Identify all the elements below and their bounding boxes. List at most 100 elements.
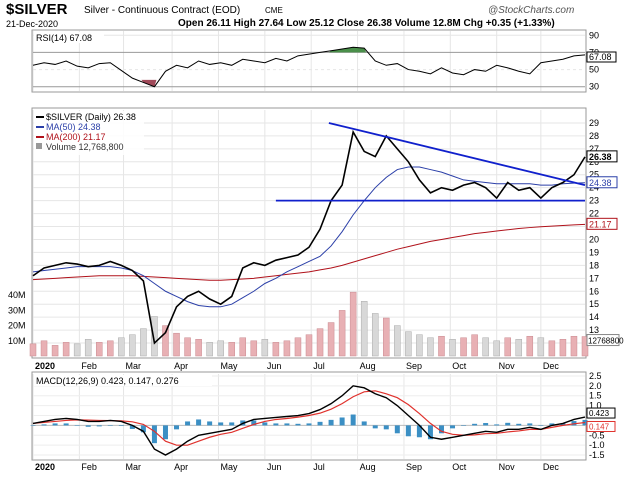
price-legend-bg: [34, 111, 144, 155]
rsi-oversold-fill: [141, 79, 157, 87]
macd-histogram-bar: [361, 421, 367, 426]
macd-last-box-1: [586, 420, 616, 432]
volume-bar: [206, 342, 213, 357]
macd-histogram-bar: [140, 425, 146, 433]
price-x-tick-label: Oct: [452, 361, 467, 371]
rsi-y-tick-label: 30: [589, 82, 599, 92]
volume-bar: [394, 325, 401, 357]
macd-last-value-1: 0.147: [589, 422, 610, 431]
volume-bar: [239, 337, 247, 357]
volume-bar: [327, 322, 335, 357]
price-x-tick-label: Sep: [406, 361, 422, 371]
price-x-tick-label: Apr: [174, 361, 188, 371]
macd-y-tick-label: -1.5: [589, 450, 605, 460]
macd-x-tick-label: Oct: [452, 462, 467, 472]
volume-bar: [228, 342, 235, 357]
macd-y-tick-label: 2.0: [589, 381, 602, 391]
volume-y-tick-label: 30M: [8, 305, 26, 315]
price-last-box-2: [586, 217, 618, 230]
price-x-tick-label: Jun: [267, 361, 282, 371]
exchange-label: CME: [265, 6, 283, 15]
macd-histogram-bar: [63, 423, 69, 426]
price-y-tick-label: 18: [589, 260, 599, 270]
chart-header: $SILVER Silver - Continuous Contract (EO…: [6, 1, 574, 29]
contract-name: Silver - Continuous Contract (EOD): [84, 5, 240, 16]
price-y-tick-label: 22: [589, 209, 599, 219]
macd-legend-bg: [34, 375, 212, 386]
ma50-legend: MA(50) 24.38: [46, 122, 101, 132]
volume-bar: [449, 339, 456, 357]
price-last-box-1: [586, 176, 618, 189]
header-date: 21-Dec-2020: [6, 19, 58, 29]
macd-histogram-bar: [162, 425, 168, 440]
macd-histogram-bar: [527, 423, 533, 426]
macd-histogram-bar: [30, 425, 36, 426]
price-panel-frame: [31, 107, 587, 359]
rsi-panel-frame: [31, 29, 587, 93]
rsi-legend-bg: [34, 32, 104, 43]
price-last-value-2: 21.17: [589, 219, 612, 229]
macd-last-box-0: [586, 407, 616, 419]
volume-bar: [316, 328, 324, 357]
macd-x-tick-label: Jun: [267, 462, 282, 472]
price-x-tick-label: Mar: [126, 361, 142, 371]
price-y-tick-label: 17: [589, 273, 599, 283]
rsi-last-value: 67.08: [589, 52, 612, 62]
macd-histogram-bar: [427, 425, 433, 440]
macd-y-tick-label: 2.5: [589, 371, 602, 381]
macd-histogram-bar: [394, 425, 400, 434]
volume-bar: [471, 334, 478, 357]
axis-labels: 2020 2020 Feb Feb Mar Mar Apr Apr May May Jun Jun Ju…: [8, 30, 624, 472]
macd-histogram-bar: [196, 419, 202, 426]
macd-histogram-bar: [85, 425, 91, 427]
macd-y-tick-label: -1.0: [589, 440, 605, 450]
macd-histogram-bar: [438, 425, 444, 434]
rsi-y-tick-label: 90: [589, 30, 599, 40]
macd-histogram-bar: [483, 423, 489, 426]
volume-bar: [460, 337, 467, 357]
macd-histogram-bar: [118, 425, 124, 426]
macd-histogram-bar: [405, 425, 411, 437]
volume-bar: [427, 337, 434, 357]
price-y-tick-label: 27: [589, 144, 599, 154]
volume-bar: [40, 340, 48, 357]
macd-histogram-bar: [41, 424, 47, 426]
macd-histogram-bar: [372, 425, 378, 429]
ma50-line: [32, 166, 586, 308]
volume-bar: [272, 342, 280, 357]
macd-histogram-bar: [96, 425, 102, 427]
volume-bar: [383, 317, 390, 357]
rsi-overbought-fill: [329, 47, 367, 53]
volume-bar: [349, 291, 357, 357]
price-y-tick-label: 25: [589, 170, 599, 180]
volume-bar: [173, 332, 180, 357]
price-y-tick-label: 20: [589, 234, 599, 244]
macd-histogram-bar: [185, 421, 191, 426]
macd-x-tick-label: Jul: [313, 462, 325, 472]
price-legend: $SILVER (Daily) 26.38: [46, 112, 136, 122]
macd-x-tick-label: Dec: [543, 462, 560, 472]
volume-bar: [62, 342, 70, 357]
volume-bar: [151, 316, 158, 357]
volume-bar: [338, 310, 346, 357]
volume-bar: [84, 339, 92, 357]
volume-bar: [537, 337, 545, 357]
volume-bar: [581, 336, 589, 357]
volume-bar: [184, 337, 191, 357]
grid-lines: [32, 31, 585, 459]
price-y-tick-label: 23: [589, 196, 599, 206]
price-line: [32, 129, 586, 345]
rsi-line: [32, 46, 586, 88]
macd-x-tick-label: Aug: [360, 462, 376, 472]
price-x-tick-label: Jul: [313, 361, 325, 371]
rsi-y-tick-label: 50: [589, 65, 599, 75]
price-y-tick-label: 16: [589, 286, 599, 296]
volume-legend-swatch: [36, 143, 42, 149]
macd-line: [32, 385, 586, 456]
macd-histogram-bar: [129, 425, 135, 429]
macd-histogram-bar: [560, 423, 566, 426]
macd-histogram-bar: [284, 423, 290, 426]
volume-bar: [504, 337, 511, 357]
